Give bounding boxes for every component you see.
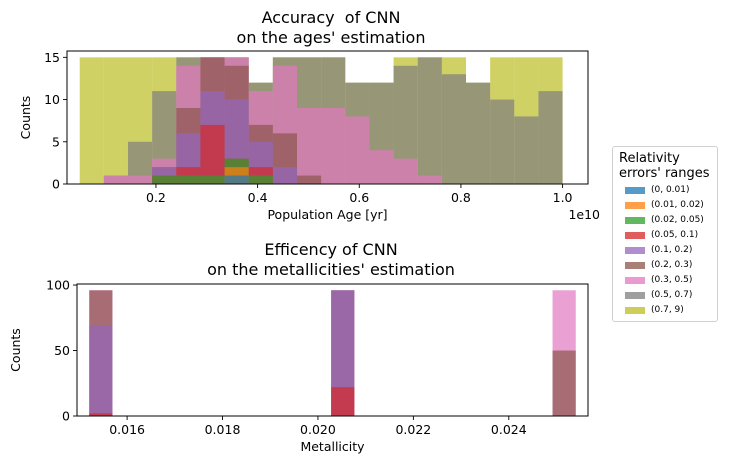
- x-tick-label: 0.020: [300, 422, 336, 437]
- legend-label: (0.7, 9): [651, 305, 684, 315]
- chart-title-age: Accuracy of CNN on the ages' estimation: [178, 8, 484, 48]
- bar--0-1-0-2-: [272, 167, 298, 184]
- bar--0-05-0-1-: [200, 124, 225, 184]
- legend: Relativity errors' ranges (0, 0.01) (0.0…: [612, 146, 718, 322]
- x-tick-label: 0.024: [491, 422, 527, 437]
- bar--0-02-0-05-: [248, 175, 273, 184]
- bar--0-7-9-: [79, 57, 104, 185]
- y-tick-label: 100: [46, 278, 70, 293]
- legend-swatch: [625, 247, 645, 254]
- x-tick-label: 1.0: [553, 190, 573, 205]
- chart-title-metallicity-line2: on the metallicities' estimation: [207, 260, 455, 279]
- bar--0-02-0-05-: [200, 175, 225, 184]
- bar--0-02-0-05-: [176, 175, 201, 184]
- legend-swatch: [625, 217, 645, 224]
- legend-label: (0.05, 0.1): [651, 230, 699, 240]
- legend-swatch: [625, 232, 645, 239]
- legend-swatch: [625, 307, 645, 314]
- legend-swatch: [625, 277, 645, 284]
- bar--0-3-0-5-: [321, 108, 346, 184]
- legend-label: (0.5, 0.7): [651, 290, 693, 300]
- x-tick-label: 0.016: [109, 422, 145, 437]
- x-tick-label: 0.018: [205, 422, 241, 437]
- axes-frame-top: [66, 50, 589, 185]
- y-tick-label: 10: [44, 92, 60, 107]
- bar--0-3-0-5-: [369, 150, 394, 184]
- chart-title-age-line1: Accuracy of CNN: [261, 8, 401, 27]
- bar--0-5-0-7-: [417, 57, 442, 185]
- bar--0-2-0-3-: [552, 350, 576, 416]
- bar--0-2-0-3-: [297, 175, 322, 184]
- x-axis-label: Population Age [yr]: [267, 207, 387, 222]
- legend-label: (0.02, 0.05): [651, 215, 704, 225]
- bar--0-02-0-05-: [152, 175, 177, 184]
- legend-label: (0.2, 0.3): [651, 260, 693, 270]
- y-axis-label: Counts: [18, 96, 33, 140]
- bar--0-1-0-2-: [331, 290, 355, 416]
- x-tick-label: 0.6: [349, 190, 369, 205]
- y-tick-label: 0: [62, 409, 70, 424]
- bar--0-3-0-5-: [103, 175, 128, 184]
- axes-frame-top: [76, 283, 589, 417]
- bar--0-5-0-7-: [490, 99, 515, 184]
- bar--0-3-0-5-: [417, 175, 442, 184]
- age-histogram-plot: 0.2 0.4 0.6 0.8 1.0 0 5 10 15 Population Age [yr]…: [18, 50, 600, 222]
- x-axis-label: Metallicity: [300, 439, 365, 454]
- bar--0-7-9-: [103, 57, 128, 185]
- chart-title-metallicity-line1: Efficency of CNN: [264, 240, 398, 259]
- legend-label: (0, 0.01): [651, 185, 690, 195]
- y-tick-label: 0: [52, 177, 60, 192]
- bar--0-5-0-7-: [441, 74, 467, 184]
- x-tick-label: 0.8: [451, 190, 471, 205]
- legend-swatch: [625, 202, 645, 209]
- legend-swatch: [625, 262, 645, 269]
- bar--0-3-0-5-: [345, 116, 370, 184]
- bar--0-5-0-7-: [514, 116, 539, 184]
- legend-label: (0.01, 0.02): [651, 200, 704, 210]
- legend-swatch: [625, 187, 645, 194]
- bar--0-5-0-7-: [538, 91, 563, 184]
- bar--0-05-0-1-: [89, 413, 113, 416]
- chart-title-age-line2: on the ages' estimation: [236, 28, 426, 47]
- bar--0-05-0-1-: [331, 387, 355, 416]
- x-offset-label: 1e10: [568, 207, 600, 222]
- y-axis-label: Counts: [8, 328, 23, 372]
- legend-label: (0.3, 0.5): [651, 275, 693, 285]
- bar--0-1-0-2-: [89, 325, 113, 416]
- bar--0-3-0-5-: [127, 175, 153, 184]
- bar--0-3-0-5-: [393, 158, 418, 184]
- chart-title-metallicity: Efficency of CNN on the metallicities' e…: [178, 240, 484, 280]
- y-tick-label: 15: [44, 50, 60, 65]
- x-tick-label: 0.4: [248, 190, 268, 205]
- y-tick-label: 5: [52, 134, 60, 149]
- bar--0-3-0-5-: [297, 108, 322, 184]
- y-tick-label: 50: [54, 343, 70, 358]
- bar--0-5-0-7-: [466, 82, 491, 184]
- x-tick-label: 0.2: [146, 190, 166, 205]
- legend-swatch: [625, 292, 645, 299]
- metallicity-histogram-plot: 0.016 0.018 0.020 0.022 0.024 0 50 100 Metallici…: [8, 278, 589, 454]
- legend-title: Relativity errors' ranges: [619, 151, 710, 181]
- legend-label: (0.1, 0.2): [651, 245, 693, 255]
- x-tick-label: 0.022: [395, 422, 431, 437]
- bar--0-0-01-: [224, 175, 249, 184]
